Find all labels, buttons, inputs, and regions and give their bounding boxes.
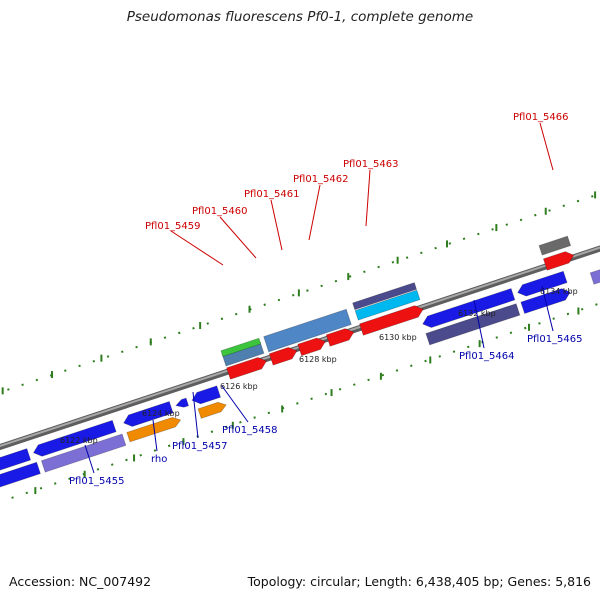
gene-label-leader (170, 230, 224, 266)
gene-feature[interactable] (422, 288, 516, 328)
gene-label-leader (219, 216, 257, 259)
gene-feature[interactable] (297, 337, 326, 357)
gene-label-leader (308, 184, 321, 241)
gene-label-reverse[interactable]: Pfl01_5464 (459, 351, 515, 362)
gene-feature[interactable] (538, 235, 572, 256)
gene-label-leader (221, 385, 249, 423)
gene-label-reverse[interactable]: Pfl01_5457 (172, 441, 228, 452)
gene-label-leader (270, 199, 283, 251)
gene-label-leader (473, 299, 485, 349)
gene-feature[interactable] (325, 328, 355, 347)
genome-summary: Topology: circular; Length: 6,438,405 bp… (247, 574, 591, 589)
gene-feature[interactable] (0, 448, 32, 479)
gene-feature[interactable] (0, 461, 41, 493)
gene-feature[interactable] (517, 270, 568, 297)
scale-label: 6128 kbp (299, 355, 337, 364)
accession-label: Accession: NC_007492 (9, 574, 152, 589)
scale-label: 6134 kbp (540, 287, 578, 296)
gene-label-reverse[interactable]: Pfl01_5458 (222, 425, 278, 436)
gene-feature[interactable] (40, 433, 127, 473)
gene-label-leader (541, 285, 554, 332)
gene-label-reverse[interactable]: Pfl01_5465 (527, 334, 583, 345)
gene-feature[interactable] (32, 419, 117, 457)
gene-feature[interactable] (263, 308, 352, 353)
gene-label-reverse[interactable]: Pfl01_5455 (69, 476, 125, 487)
gene-label-leader (84, 444, 95, 474)
map-title: Pseudomonas fluorescens Pf0-1, complete … (126, 9, 474, 25)
gene-feature[interactable] (352, 282, 418, 311)
gene-label-forward[interactable]: Pfl01_5461 (244, 189, 300, 200)
gene-feature[interactable] (123, 401, 174, 427)
tick-row-inner (0, 302, 600, 503)
gene-label-forward[interactable]: Pfl01_5459 (145, 221, 201, 232)
gene-label-leader (539, 122, 554, 171)
gene-label-forward[interactable]: Pfl01_5460 (192, 206, 248, 217)
gene-feature[interactable] (226, 357, 268, 380)
gene-feature[interactable] (359, 305, 424, 336)
gene-feature[interactable] (126, 416, 182, 443)
gene-label-forward[interactable]: Pfl01_5462 (293, 174, 349, 185)
gene-label-forward[interactable]: Pfl01_5463 (343, 159, 399, 170)
gene-feature[interactable] (175, 397, 190, 408)
gene-feature[interactable] (191, 385, 222, 405)
scale-label: 6124 kbp (142, 409, 180, 418)
gene-feature[interactable] (589, 259, 600, 285)
scale-label: 6126 kbp (220, 382, 258, 391)
gene-label-leader (152, 419, 158, 452)
scale-label: 6130 kbp (379, 333, 417, 342)
gene-label-leader (365, 169, 371, 227)
scale-label: 6122 kbp (60, 436, 98, 445)
gene-feature[interactable] (197, 401, 227, 419)
gene-feature[interactable] (220, 337, 262, 357)
gene-label-reverse[interactable]: rho (151, 454, 167, 465)
gene-feature[interactable] (425, 303, 521, 346)
gene-feature[interactable] (542, 251, 575, 271)
gene-feature[interactable] (268, 347, 298, 366)
gene-label-forward[interactable]: Pfl01_5466 (513, 112, 569, 123)
gene-feature[interactable] (354, 289, 421, 321)
gene-label-leader (192, 391, 199, 439)
